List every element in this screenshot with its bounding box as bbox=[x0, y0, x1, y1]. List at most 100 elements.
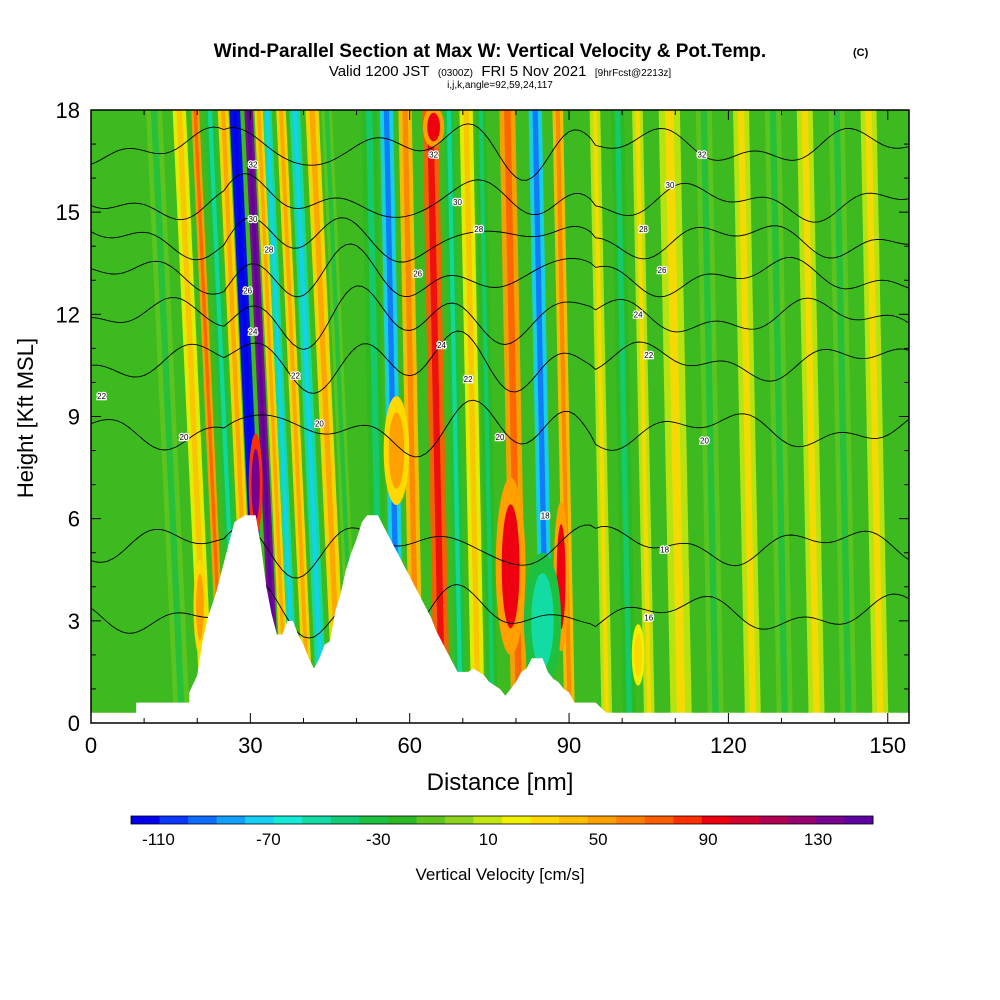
plot-area: 22 20 32 30 28 26 24 22 20 32 30 28 26 24 22 20 18 32 30 28… bbox=[90, 109, 910, 724]
w-band-core bbox=[292, 110, 325, 723]
w-blob-core bbox=[501, 504, 520, 629]
w-band-core bbox=[737, 110, 757, 723]
colorbar-swatch bbox=[188, 816, 218, 824]
theta-label: 30 bbox=[666, 181, 675, 190]
colorbar-swatch bbox=[245, 816, 275, 824]
x-axis-label: Distance [nm] bbox=[427, 769, 574, 796]
theta-label: 22 bbox=[644, 351, 653, 360]
theta-label: 32 bbox=[249, 160, 258, 169]
w-blob-core bbox=[427, 112, 440, 142]
colorbar-tick-label: -30 bbox=[366, 830, 391, 849]
colorbar-swatch bbox=[701, 816, 731, 824]
colorbar-swatch bbox=[644, 816, 674, 824]
colorbar-swatch bbox=[815, 816, 845, 824]
x-axis: 0 30 60 90 120 150 bbox=[85, 110, 906, 758]
theta-contour bbox=[91, 173, 909, 223]
colorbar-tick-label: 50 bbox=[589, 830, 608, 849]
colorbar-swatch bbox=[359, 816, 389, 824]
y-tick-label: 18 bbox=[56, 98, 80, 123]
theta-label: 30 bbox=[453, 198, 462, 207]
w-band-core bbox=[614, 110, 633, 723]
colorbar-tick-label: 10 bbox=[479, 830, 498, 849]
w-band-core bbox=[309, 110, 343, 723]
w-band-core bbox=[193, 110, 225, 723]
colorbar-swatch bbox=[131, 816, 160, 824]
colorbar-swatch bbox=[444, 816, 474, 824]
theta-label: 22 bbox=[291, 372, 300, 381]
w-blob-core bbox=[388, 412, 405, 489]
theta-label: 26 bbox=[413, 269, 422, 278]
chart-title: Wind-Parallel Section at Max W: Vertical… bbox=[214, 41, 766, 62]
colorbar-swatch bbox=[273, 816, 303, 824]
w-band-core bbox=[665, 110, 686, 723]
colorbar-swatch bbox=[730, 816, 760, 824]
theta-label: 20 bbox=[315, 419, 324, 428]
theta-contour bbox=[91, 285, 909, 350]
theta-contour bbox=[91, 123, 909, 181]
theta-label: 20 bbox=[180, 433, 189, 442]
theta-contour bbox=[91, 243, 909, 298]
w-band-core bbox=[279, 110, 311, 723]
terrain-mask bbox=[91, 515, 909, 724]
colorbar-swatch bbox=[559, 816, 589, 824]
theta-label: 18 bbox=[660, 545, 669, 554]
w-band-core bbox=[427, 110, 446, 723]
colorbar-swatch bbox=[159, 816, 189, 824]
colorbar-swatch bbox=[530, 816, 560, 824]
colorbar-swatch bbox=[473, 816, 503, 824]
theta-label: 26 bbox=[243, 286, 252, 295]
colorbar: -110 -70 -30 10 50 90 130 bbox=[130, 815, 874, 849]
theta-label: 26 bbox=[658, 266, 667, 275]
colorbar-swatch bbox=[330, 816, 360, 824]
theta-label: 28 bbox=[264, 246, 273, 255]
colorbar-tick-label: 90 bbox=[699, 830, 718, 849]
w-band-core bbox=[150, 110, 186, 723]
w-band-core bbox=[446, 110, 463, 723]
theta-label: 18 bbox=[541, 511, 550, 520]
potential-temperature-labels: 22 20 32 30 28 26 24 22 20 32 30 28 26 24 22 20 18 32 30 28… bbox=[96, 149, 711, 624]
y-tick-label: 15 bbox=[56, 200, 80, 225]
theta-label: 22 bbox=[97, 392, 106, 401]
theta-label: 24 bbox=[437, 341, 446, 350]
colorbar-swatch bbox=[844, 816, 874, 824]
w-band-core bbox=[865, 110, 884, 723]
colorbar-tick-label: -110 bbox=[142, 830, 175, 849]
subtitle-zulu: (0300Z) bbox=[438, 68, 473, 79]
theta-label: 32 bbox=[429, 150, 438, 159]
theta-label: 24 bbox=[249, 327, 258, 336]
colorbar-tick-label: 130 bbox=[804, 830, 832, 849]
y-tick-label: 9 bbox=[68, 405, 80, 430]
theta-label: 30 bbox=[249, 215, 258, 224]
x-tick-label: 120 bbox=[710, 733, 747, 758]
subtitle-valid: Valid 1200 JST bbox=[329, 63, 430, 80]
theta-label: 24 bbox=[634, 310, 643, 319]
w-blob-core bbox=[251, 448, 260, 521]
colorbar-swatch bbox=[758, 816, 788, 824]
w-band-core bbox=[833, 110, 852, 723]
w-blob-core bbox=[196, 573, 204, 641]
colorbar-frame bbox=[130, 815, 874, 825]
colorbar-swatch bbox=[416, 816, 446, 824]
theta-contour bbox=[91, 524, 909, 579]
potential-temperature-contours bbox=[91, 123, 909, 640]
x-tick-label: 30 bbox=[238, 733, 262, 758]
theta-label: 28 bbox=[639, 225, 648, 234]
colorbar-swatch bbox=[616, 816, 646, 824]
colorbar-swatch bbox=[302, 816, 332, 824]
theta-label: 32 bbox=[697, 150, 706, 159]
theta-label: 20 bbox=[496, 433, 505, 442]
colorbar-tick-label: -70 bbox=[256, 830, 281, 849]
w-band-core bbox=[246, 110, 279, 723]
w-band-core bbox=[635, 110, 652, 723]
y-tick-label: 0 bbox=[68, 711, 80, 736]
w-band-core bbox=[700, 110, 719, 723]
colorbar-swatch bbox=[502, 816, 531, 824]
y-tick-label: 6 bbox=[68, 507, 80, 532]
theta-label: 28 bbox=[474, 225, 483, 234]
y-axis-label: Height [Kft MSL] bbox=[13, 338, 38, 498]
chart-title-mark: (C) bbox=[853, 47, 869, 59]
colorbar-swatch bbox=[587, 816, 617, 824]
y-axis: 0 3 6 9 12 15 18 bbox=[56, 98, 909, 736]
colorbar-swatch bbox=[387, 816, 417, 824]
